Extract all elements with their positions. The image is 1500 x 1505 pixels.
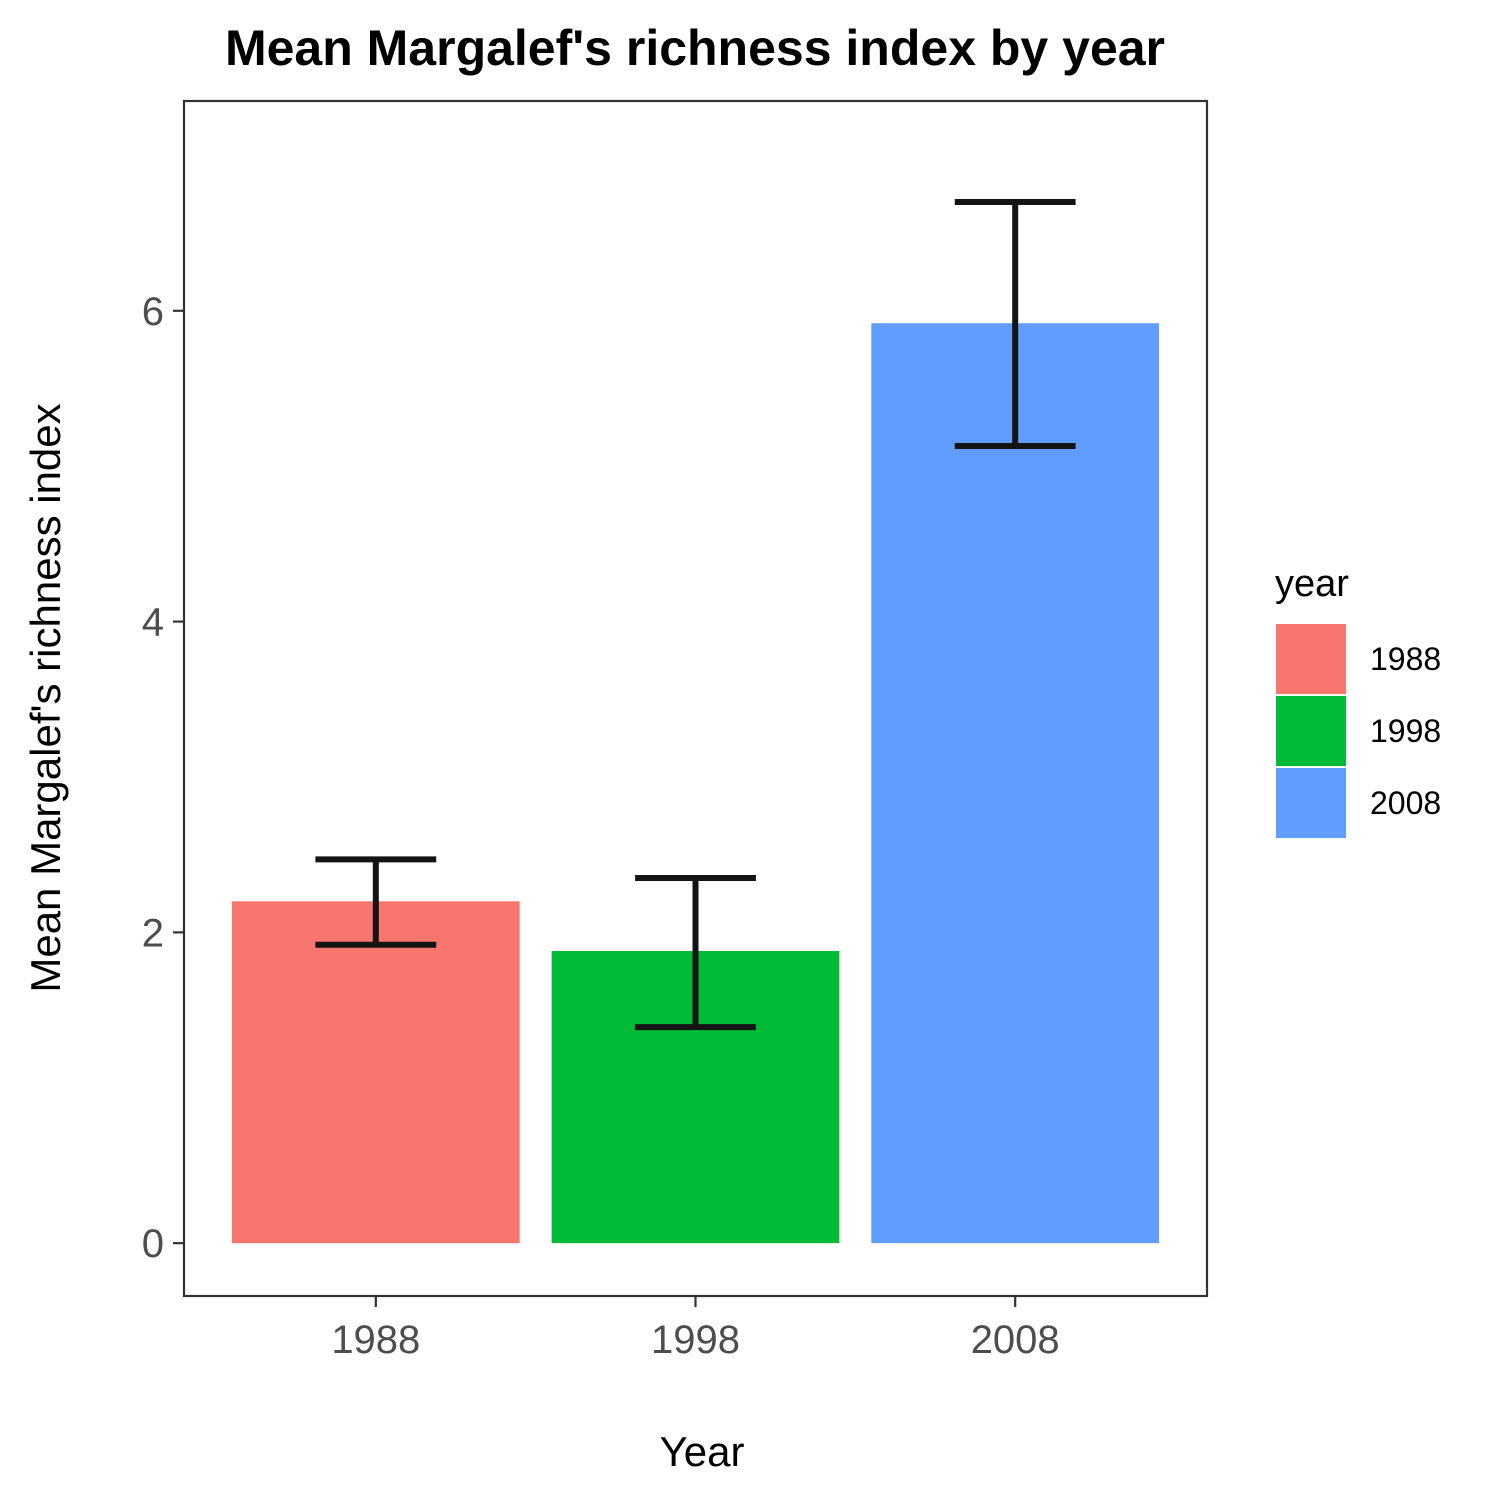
error-bar-2008 [954,199,1076,449]
error-bar-1988 [315,856,437,948]
y-tick-label: 2 [142,911,164,955]
legend-entry-1988: 1988 [1276,624,1441,694]
y-axis-title: Mean Margalef's richness index [22,403,69,992]
legend-entry-1998: 1998 [1276,696,1441,766]
x-axis-title: Year [660,1428,745,1475]
legend-entry-label: 2008 [1370,785,1441,821]
x-tick-label: 1998 [651,1318,740,1362]
error-bar-1998 [635,874,756,1031]
legend-entries: 1988 1998 2008 [1276,624,1441,838]
error-bars-layer [315,199,1076,1031]
legend: year 1988 1998 2008 [1275,563,1441,838]
bar-2008 [871,323,1160,1244]
x-tick-label: 2008 [971,1318,1060,1362]
x-tick-label: 1988 [331,1318,420,1362]
y-tick-label: 0 [142,1222,164,1266]
legend-title: year [1275,563,1349,605]
legend-key-swatch [1276,624,1346,694]
y-tick-label: 4 [142,601,164,645]
y-axis: 0 2 4 6 [142,290,184,1266]
y-tick-label: 6 [142,290,164,334]
x-axis: 1988 1998 2008 [331,1296,1060,1362]
legend-entry-label: 1998 [1370,713,1441,749]
legend-entry-label: 1988 [1370,641,1441,677]
legend-key-swatch [1276,768,1346,838]
legend-entry-2008: 2008 [1276,768,1441,838]
bars-layer [231,323,1160,1244]
chart-title: Mean Margalef's richness index by year [225,20,1165,76]
bar-1988 [231,901,520,1244]
legend-key-swatch [1276,696,1346,766]
